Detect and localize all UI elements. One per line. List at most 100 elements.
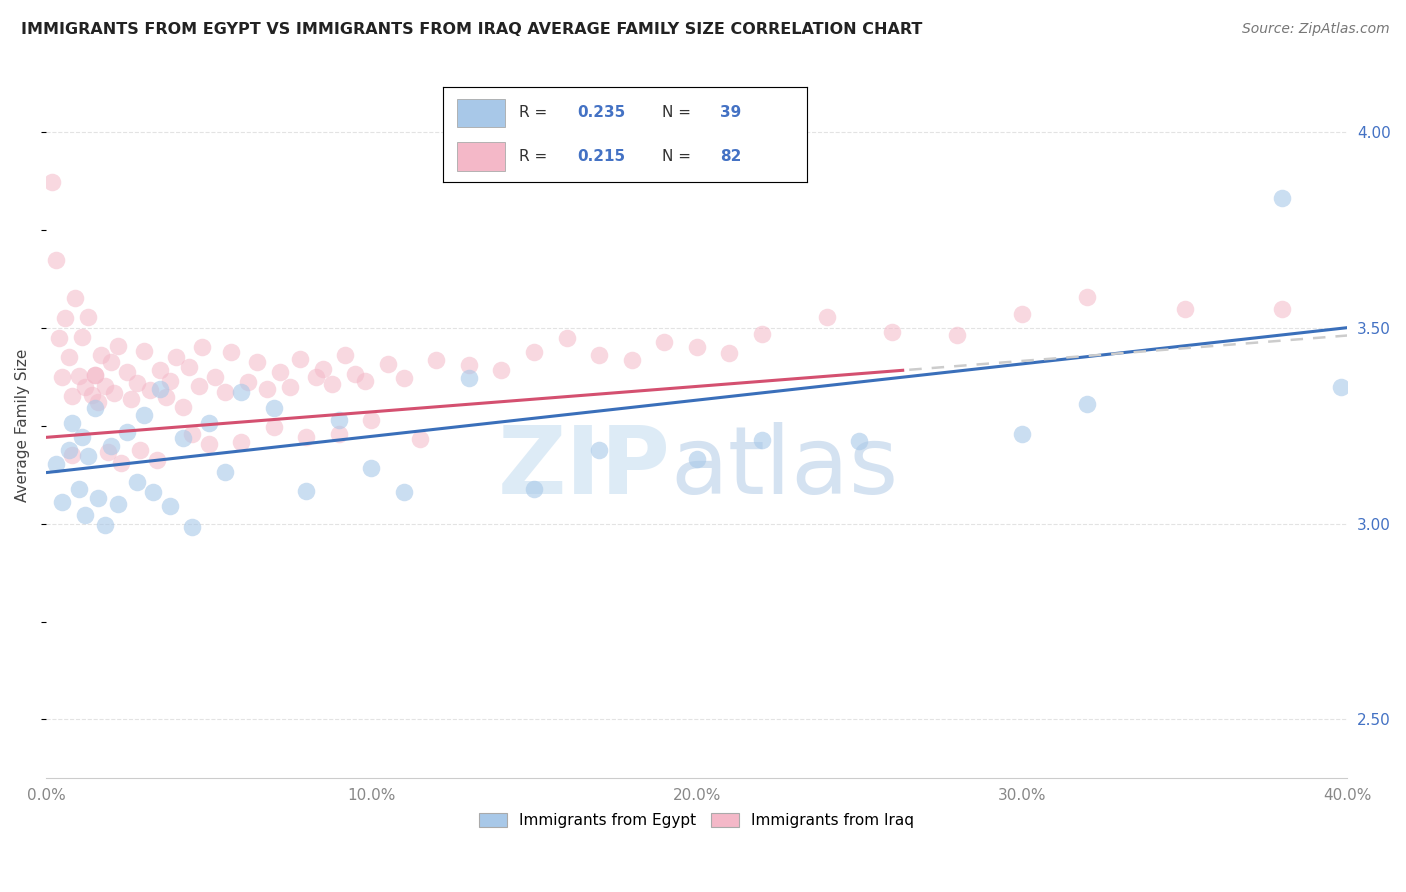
Point [1076,397,1098,411]
Point [718,345,741,359]
Point [41,175,63,189]
Point [1271,191,1294,205]
Point [295,429,318,443]
Point [83,368,105,382]
Point [344,367,367,381]
Point [172,400,194,414]
Point [523,345,546,359]
Point [620,353,643,368]
Point [686,451,709,466]
Point [815,310,838,325]
Point [58,443,80,458]
Point [73,380,96,394]
Point [67,369,90,384]
Point [149,362,172,376]
Point [588,348,610,362]
Point [523,482,546,496]
Point [425,352,447,367]
Point [70,329,93,343]
Point [1330,380,1353,394]
Point [214,465,236,479]
Point [1011,307,1033,321]
Point [97,445,120,459]
Point [172,431,194,445]
Point [328,413,350,427]
Point [117,425,139,440]
Point [1271,302,1294,317]
Point [751,327,773,342]
Point [848,434,870,448]
Point [269,365,291,379]
Point [311,361,333,376]
Point [652,334,675,349]
Point [55,311,77,326]
Point [51,370,73,384]
Point [458,371,481,385]
Point [187,379,209,393]
Point [142,485,165,500]
Point [555,331,578,345]
Point [60,448,83,462]
Point [45,253,67,268]
Point [1011,427,1033,442]
Point [159,499,181,513]
Point [181,426,204,441]
Point [263,420,285,434]
Point [191,340,214,354]
Point [231,434,253,449]
Point [231,385,253,400]
Point [117,365,139,379]
Point [335,348,357,362]
Point [181,520,204,534]
Point [100,355,122,369]
Point [60,416,83,430]
Point [120,392,142,407]
Point [295,483,318,498]
Legend: Immigrants from Egypt, Immigrants from Iraq: Immigrants from Egypt, Immigrants from I… [474,806,920,834]
Point [1076,290,1098,304]
Text: Source: ZipAtlas.com: Source: ZipAtlas.com [1241,22,1389,37]
Point [83,401,105,416]
Point [288,351,311,366]
Point [93,517,115,532]
Point [149,383,172,397]
Point [179,360,201,375]
Point [132,344,155,359]
Point [100,439,122,453]
Point [197,437,219,451]
Point [45,457,67,471]
Point [129,442,152,457]
Point [110,456,132,470]
Point [278,380,301,394]
Point [246,355,269,369]
Point [204,370,226,384]
Text: atlas: atlas [671,422,898,514]
Point [491,363,513,377]
Point [305,370,328,384]
Point [256,382,278,396]
Point [107,497,129,511]
Point [51,495,73,509]
Y-axis label: Average Family Size: Average Family Size [15,349,30,502]
Point [751,433,773,447]
Point [1174,301,1197,316]
Point [236,376,259,390]
Point [360,413,382,427]
Point [93,378,115,392]
Point [139,383,162,397]
Point [165,350,187,364]
Point [77,449,100,463]
Point [103,385,125,400]
Point [90,348,112,362]
Point [159,374,181,388]
Point [360,460,382,475]
Point [328,427,350,442]
Point [77,310,100,324]
Point [214,384,236,399]
Point [409,433,432,447]
Point [377,357,399,371]
Text: ZIP: ZIP [498,422,671,514]
Point [155,390,177,404]
Point [132,408,155,422]
Point [83,368,105,382]
